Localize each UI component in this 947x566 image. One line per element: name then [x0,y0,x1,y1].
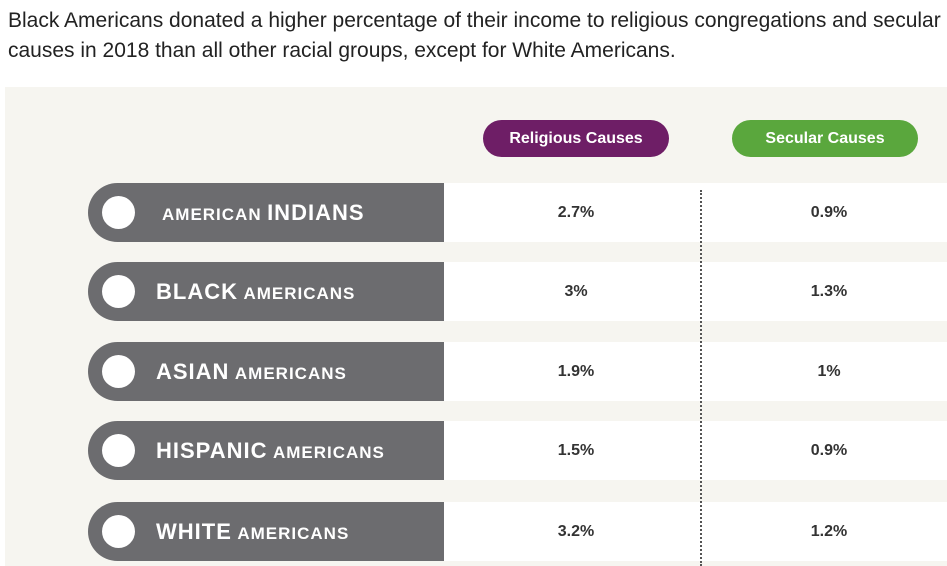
row-label-text: AMERICAN INDIANS [88,183,444,242]
row-band [444,183,947,242]
row-label: WHITE AMERICANS [88,502,444,561]
label-emphasis: BLACK [156,279,238,304]
secular-causes-header: Secular Causes [732,120,918,157]
label-qualifier: AMERICANS [237,524,350,543]
secular-value: 0.9% [810,442,848,459]
religious-value: 2.7% [557,204,595,221]
row-label-text: HISPANIC AMERICANS [88,421,444,480]
religious-value: 3.2% [557,523,595,540]
row-label-text: ASIAN AMERICANS [88,342,444,401]
bullet-icon [102,434,135,467]
secular-value: 1% [817,363,841,380]
row-label: BLACK AMERICANS [88,262,444,321]
secular-value: 1.3% [810,283,848,300]
label-qualifier: AMERICANS [234,364,347,383]
row-label: HISPANIC AMERICANS [88,421,444,480]
label-qualifier: AMERICANS [272,443,385,462]
secular-value: 1.2% [810,523,848,540]
label-emphasis: ASIAN [156,359,230,384]
label-emphasis: HISPANIC [156,438,268,463]
row-band [444,342,947,401]
religious-value: 3% [564,283,588,300]
chart-panel [5,87,947,566]
row-band [444,262,947,321]
religious-causes-header: Religious Causes [483,120,669,157]
bullet-icon [102,355,135,388]
label-emphasis: INDIANS [267,200,365,225]
chart-title: Black Americans donated a higher percent… [8,9,941,62]
label-emphasis: WHITE [156,519,232,544]
row-band [444,502,947,561]
bullet-icon [102,275,135,308]
row-label-text: WHITE AMERICANS [88,502,444,561]
column-divider [700,190,702,566]
label-qualifier: AMERICAN [162,205,262,224]
bullet-icon [102,196,135,229]
row-band [444,421,947,480]
row-label-text: BLACK AMERICANS [88,262,444,321]
religious-value: 1.9% [557,363,595,380]
bullet-icon [102,515,135,548]
secular-value: 0.9% [810,204,848,221]
label-qualifier: AMERICANS [243,284,356,303]
row-label: AMERICAN INDIANS [88,183,444,242]
row-label: ASIAN AMERICANS [88,342,444,401]
religious-value: 1.5% [557,442,595,459]
